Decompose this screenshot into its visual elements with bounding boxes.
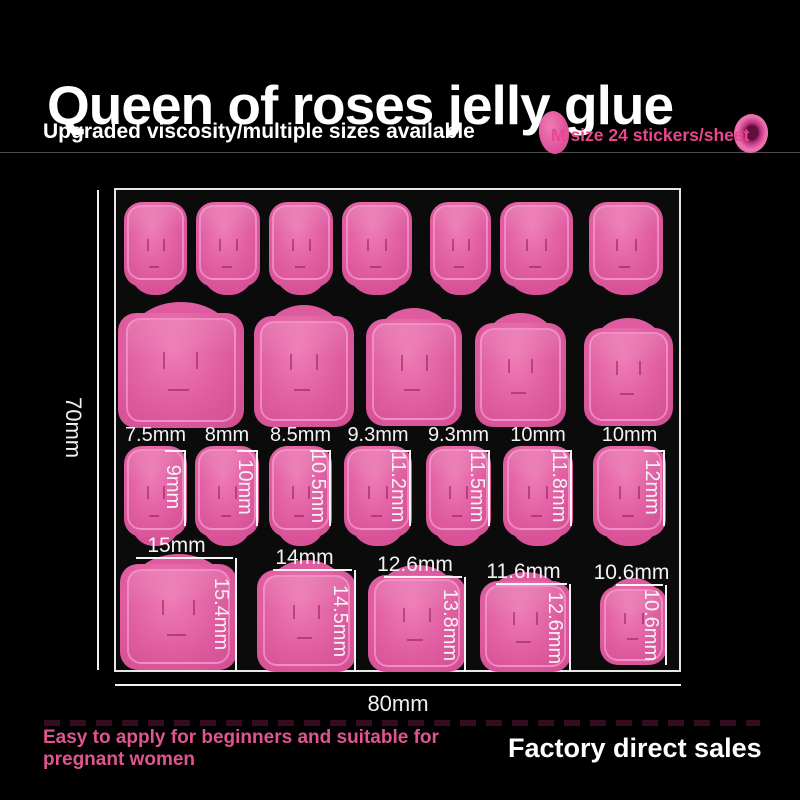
jelly-sticker bbox=[269, 446, 332, 546]
size-badge: M size 24 stickers/sheet bbox=[551, 125, 750, 145]
subtitle: Upgraded viscosity/multiple sizes availa… bbox=[43, 120, 475, 143]
height-measure-line bbox=[97, 190, 99, 670]
measure-line bbox=[570, 450, 572, 526]
measure-line bbox=[469, 450, 489, 452]
footer-tagline: Easy to apply for beginners and suitable… bbox=[43, 727, 439, 771]
sticker-width-label: 11.6mm bbox=[486, 560, 561, 583]
sticker-height-label: 15.4mm bbox=[210, 577, 232, 651]
measure-line bbox=[488, 450, 490, 526]
jelly-sticker bbox=[475, 313, 566, 427]
width-measure-line bbox=[115, 684, 681, 686]
sticker-width-label: 10mm bbox=[510, 424, 566, 446]
measure-line bbox=[409, 450, 411, 526]
measure-line bbox=[551, 450, 571, 452]
footer-tagline-line1: Easy to apply for beginners and suitable… bbox=[43, 727, 439, 748]
jelly-sticker bbox=[593, 446, 666, 546]
jelly-sticker bbox=[584, 318, 673, 426]
measure-line bbox=[273, 569, 352, 571]
jelly-sticker bbox=[118, 302, 244, 428]
sticker-height-label: 14.5mm bbox=[329, 584, 351, 658]
measure-line bbox=[644, 450, 664, 452]
sticker-height-label: 10.5mm bbox=[307, 450, 329, 524]
sticker-width-label: 10mm bbox=[601, 424, 658, 446]
sticker-width-label: 12.6mm bbox=[377, 553, 453, 576]
jelly-sticker bbox=[366, 308, 462, 426]
sticker-height-label: 12.6mm bbox=[544, 591, 566, 665]
sticker-width-label: 8mm bbox=[204, 424, 250, 446]
sticker-height-label: 11.2mm bbox=[387, 451, 409, 523]
jelly-sticker bbox=[120, 554, 237, 670]
measure-line bbox=[165, 450, 185, 452]
jelly-sticker bbox=[426, 446, 491, 546]
measure-line bbox=[256, 450, 258, 526]
jelly-sticker bbox=[600, 578, 667, 665]
sticker-height-label: 11.5mm bbox=[466, 451, 488, 523]
sticker-width-label: 10.6mm bbox=[593, 561, 670, 584]
measure-line bbox=[616, 584, 663, 586]
measure-line bbox=[235, 558, 237, 670]
measure-line bbox=[136, 557, 233, 559]
photo-top-divider bbox=[0, 152, 800, 153]
jelly-sticker bbox=[344, 446, 412, 546]
measure-line bbox=[390, 450, 410, 452]
measure-line bbox=[663, 450, 665, 526]
sticker-width-label: 8.5mm bbox=[269, 424, 332, 446]
jelly-sticker bbox=[480, 572, 571, 672]
sticker-width-label: 9.3mm bbox=[347, 424, 409, 446]
footer-tagline-line2: pregnant women bbox=[43, 749, 196, 770]
sticker-width-label: 7.5mm bbox=[124, 424, 187, 446]
sticker-height-label: 13.8mm bbox=[439, 588, 461, 661]
jelly-sticker bbox=[503, 446, 573, 546]
jelly-sticker bbox=[124, 202, 187, 295]
jelly-sticker bbox=[257, 560, 356, 672]
measure-line bbox=[464, 577, 466, 672]
sticker-height-label: 9mm bbox=[162, 464, 184, 510]
jelly-sticker bbox=[430, 202, 491, 295]
footer-slogan: Factory direct sales bbox=[508, 733, 762, 763]
measure-line bbox=[665, 585, 667, 665]
measure-line bbox=[354, 570, 356, 672]
sheet-width-label: 80mm bbox=[367, 691, 429, 716]
jelly-sticker bbox=[269, 202, 333, 295]
measure-line bbox=[184, 450, 186, 526]
page-title: Queen of roses jelly glue bbox=[47, 73, 674, 136]
measure-line bbox=[310, 450, 330, 452]
jelly-sticker bbox=[500, 202, 573, 295]
jelly-sticker bbox=[589, 202, 663, 295]
measure-line bbox=[329, 450, 331, 526]
measure-line bbox=[384, 576, 462, 578]
sticker-height-label: 10mm bbox=[234, 459, 256, 515]
sticker-width-label: 15mm bbox=[147, 534, 206, 557]
jelly-sticker bbox=[124, 446, 187, 546]
jelly-sticker bbox=[195, 446, 259, 546]
sticker-height-label: 12mm bbox=[641, 459, 663, 515]
sticker-height-label: 10.6mm bbox=[640, 588, 662, 662]
jelly-sticker bbox=[254, 305, 354, 427]
jelly-sticker bbox=[342, 202, 412, 295]
sticker-width-label: 14mm bbox=[275, 546, 334, 569]
sheet-height-label: 70mm bbox=[61, 397, 86, 459]
jelly-sticker bbox=[368, 565, 466, 672]
ghost-text-artifact bbox=[44, 720, 760, 726]
jelly-sticker bbox=[196, 202, 260, 295]
sticker-width-label: 9.3mm bbox=[427, 424, 490, 446]
measure-line bbox=[496, 583, 567, 585]
measure-line bbox=[569, 584, 571, 672]
measure-line bbox=[237, 450, 257, 452]
sticker-height-label: 11.8mm bbox=[548, 451, 570, 523]
